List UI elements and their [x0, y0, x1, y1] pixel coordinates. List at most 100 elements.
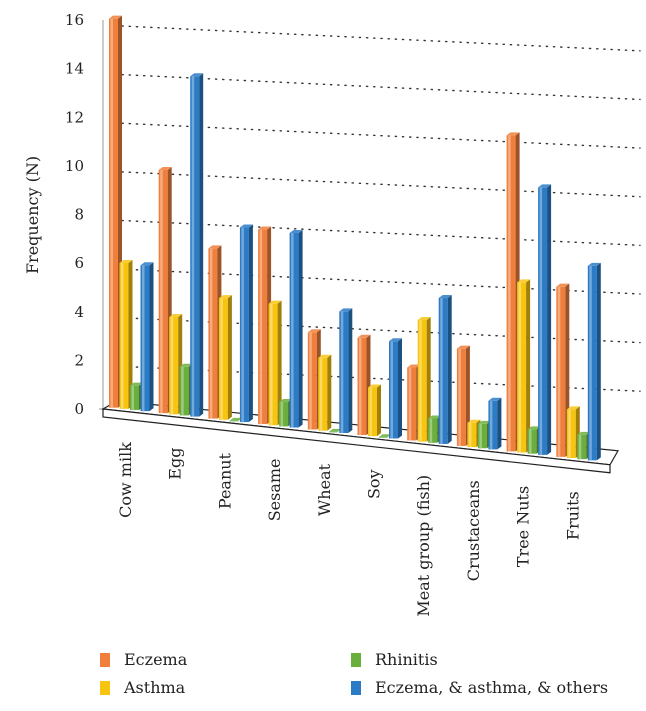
bar-top-face: [438, 295, 452, 299]
bar-top-face: [179, 363, 193, 367]
bar-highlight: [479, 423, 482, 449]
bar-cow-milk-eczema-asthma-others: [140, 262, 154, 412]
bar-front-face: [506, 135, 516, 452]
bar-side-face: [447, 295, 452, 444]
bar-front-face: [318, 357, 328, 431]
legend-label-eczema: Eczema: [124, 650, 188, 669]
bar-front-face: [179, 366, 189, 416]
legend-item-eczema: Eczema: [100, 650, 187, 669]
bar-top-face: [119, 259, 133, 263]
gridline: [121, 219, 641, 247]
bar-front-face: [368, 387, 377, 437]
bar-side-face: [149, 262, 154, 412]
bar-wheat-asthma: [318, 354, 332, 431]
bar-highlight: [191, 76, 195, 417]
bar-front-face: [417, 320, 427, 442]
bar-wheat-eczema-asthma-others: [339, 308, 353, 433]
bar-top-face: [140, 262, 154, 266]
legend-label-rhinitis: Rhinitis: [375, 650, 438, 669]
y-tick-label: 2: [74, 351, 84, 369]
legend-item-asthma: Asthma: [100, 678, 185, 697]
x-tick-label-crustaceans: Crustaceans: [464, 480, 483, 581]
bar-top-face: [289, 230, 303, 234]
bar-peanut-rhinitis: [229, 417, 243, 422]
bar-top-face: [456, 345, 470, 349]
bar-side-face: [298, 230, 303, 428]
legend-item-combined: Eczema, & asthma, & others: [351, 678, 608, 697]
bar-front-face: [587, 265, 597, 461]
bar-front-face: [538, 187, 548, 455]
bar-top-face: [368, 384, 381, 388]
bar-front-face: [488, 400, 498, 450]
gridline: [121, 73, 641, 101]
bar-front-face: [456, 348, 466, 446]
gridline: [121, 171, 641, 198]
bar-top-face: [229, 417, 243, 421]
bar-soy-rhinitis: [378, 434, 392, 438]
bar-side-face: [227, 295, 232, 420]
legend-label-asthma: Asthma: [124, 678, 186, 697]
bar-crustaceans-eczema-asthma-others: [488, 397, 502, 450]
y-axis-label: Frequency (N): [23, 156, 42, 274]
bar-highlight: [170, 317, 174, 415]
legend-swatch-combined: [351, 680, 361, 695]
bar-side-face: [348, 308, 353, 433]
bar-highlight: [589, 265, 592, 461]
legend-item-rhinitis: Rhinitis: [351, 650, 438, 669]
bar-front-face: [556, 286, 566, 457]
bar-front-face: [218, 298, 228, 420]
bar-top-face: [577, 431, 591, 435]
bar-sesame-asthma: [268, 300, 282, 426]
bar-tree-nuts-eczema-asthma-others: [538, 184, 552, 455]
bar-top-face: [389, 338, 402, 342]
bar-highlight: [419, 320, 422, 442]
bar-top-face: [566, 406, 580, 410]
bar-meat-group-fish-asthma: [417, 317, 431, 442]
bar-side-face: [128, 259, 133, 409]
bar-fruits-eczema-asthma-others: [587, 262, 601, 461]
bar-highlight: [319, 357, 323, 431]
bar-wheat-rhinitis: [328, 428, 342, 433]
bar-highlight: [209, 248, 213, 419]
bar-side-face: [248, 224, 253, 423]
bar-soy-eczema-asthma-others: [389, 338, 402, 439]
bar-top-face: [169, 314, 183, 318]
bar-highlight: [121, 262, 124, 409]
legend-swatch-rhinitis: [351, 652, 361, 667]
bar-top-face: [378, 434, 392, 438]
legend-swatch-asthma: [100, 680, 110, 695]
y-tick-label: 16: [65, 11, 84, 29]
bar-side-face: [199, 73, 204, 417]
bars: [109, 15, 601, 461]
bar-highlight: [359, 337, 362, 435]
bar-top-face: [556, 283, 570, 287]
gridlines: [121, 25, 641, 392]
bar-top-face: [527, 426, 541, 430]
bar-highlight: [241, 227, 244, 423]
bar-top-face: [279, 399, 293, 403]
bar-highlight: [539, 187, 543, 455]
gridline: [121, 365, 641, 392]
bar-front-face: [268, 303, 278, 426]
bar-highlight: [369, 387, 372, 437]
y-tick-label: 14: [65, 60, 84, 78]
bar-front-face: [357, 337, 367, 435]
bar-side-face: [426, 317, 431, 442]
bar-top-face: [477, 420, 491, 424]
bar-side-face: [327, 354, 332, 431]
bar-front-face: [119, 262, 129, 409]
bar-top-face: [268, 300, 282, 304]
x-tick-label-soy: Soy: [365, 469, 384, 499]
bar-tree-nuts-asthma: [517, 279, 531, 453]
bar-highlight: [340, 311, 344, 433]
bar-meat-group-fish-eczema-asthma-others: [438, 295, 452, 444]
bar-front-face: [109, 18, 118, 408]
bar-top-face: [467, 419, 481, 423]
bar-front-face: [158, 170, 168, 414]
bar-highlight: [458, 348, 461, 446]
bar-highlight: [181, 366, 184, 416]
bar-highlight: [529, 429, 532, 454]
y-tick-label: 6: [74, 254, 84, 272]
bar-highlight: [259, 229, 263, 425]
bar-top-face: [158, 167, 172, 171]
